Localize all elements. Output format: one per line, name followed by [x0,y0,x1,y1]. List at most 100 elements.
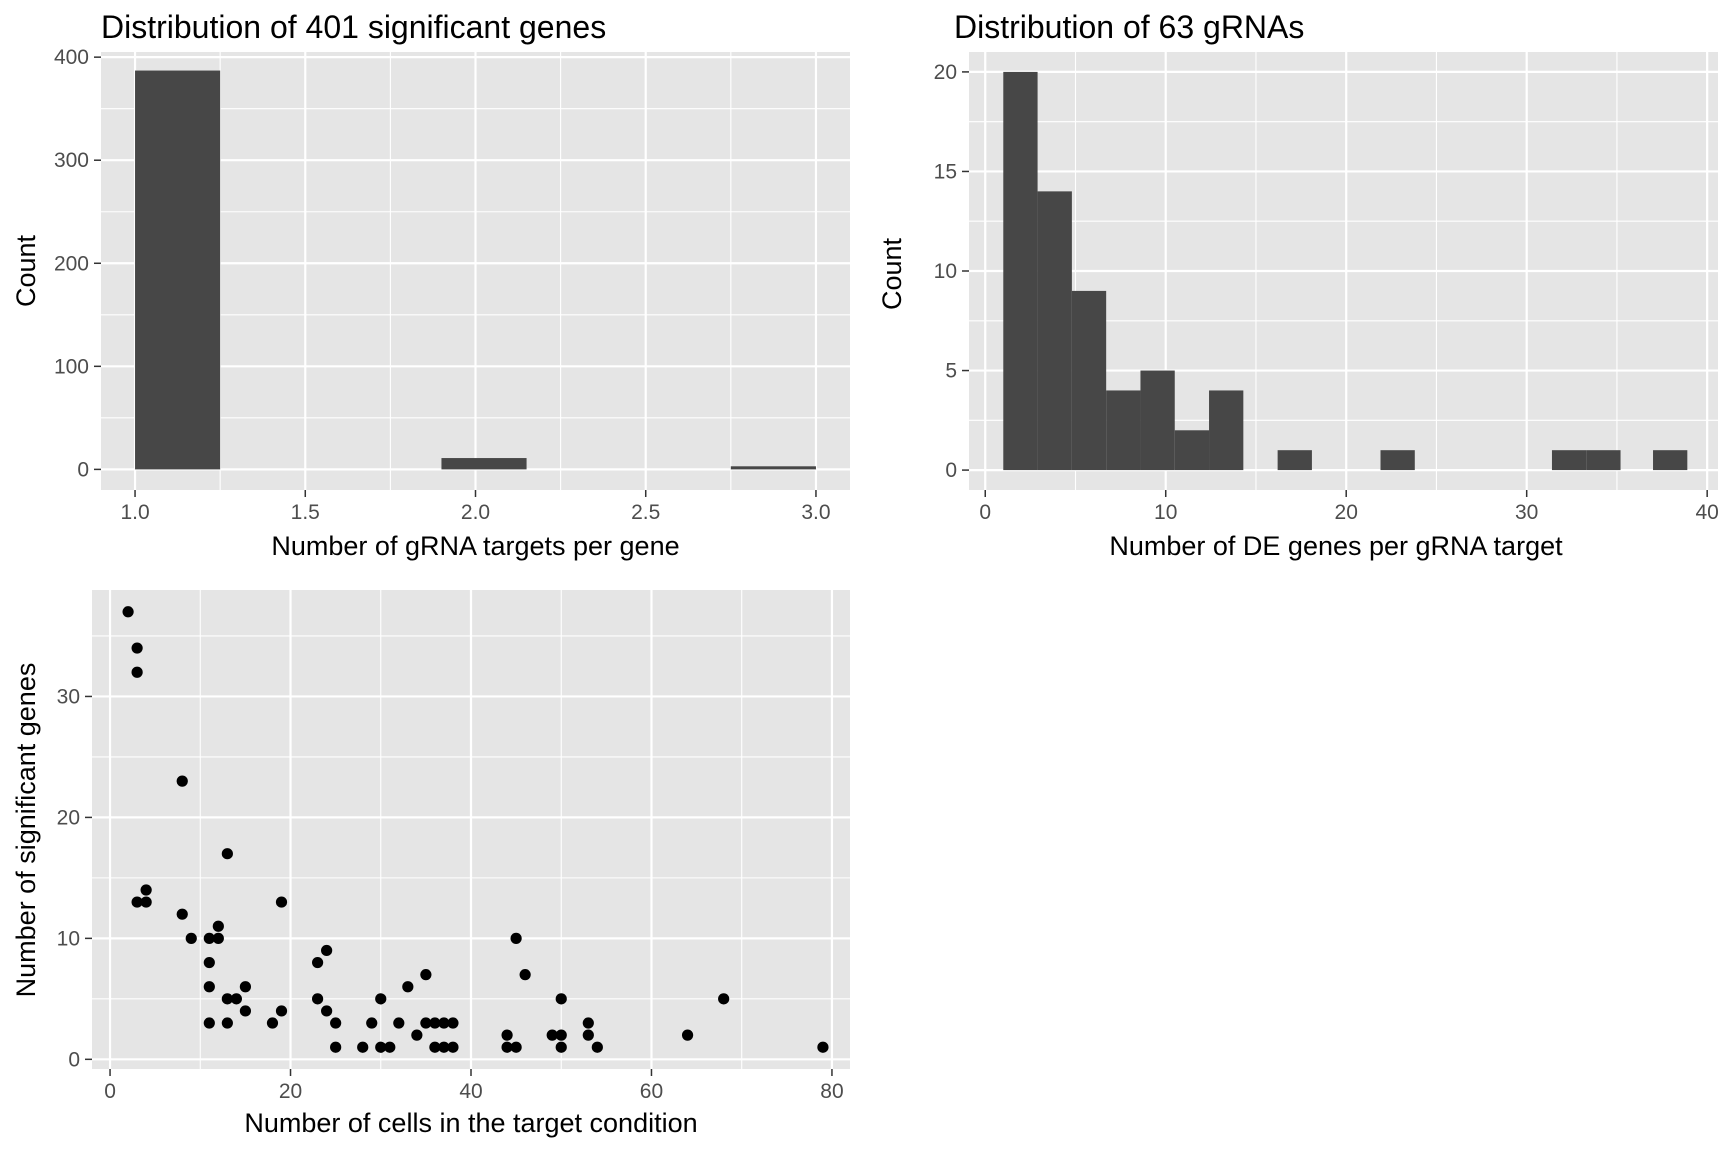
y-tick-label: 0 [77,458,89,481]
x-tick-label: 20 [279,1080,302,1103]
histogram-bar [1174,430,1210,471]
scatter-point [221,993,233,1005]
x-tick-label: 1.5 [291,501,320,524]
scatter-point [384,1041,396,1053]
scatter-point [519,969,531,981]
histogram-bar [1380,450,1415,471]
histogram-bar [135,70,221,470]
y-tick-label: 200 [54,252,89,275]
scatter-point [501,1029,513,1041]
y-tick-label: 20 [934,61,957,84]
scatter-point [212,920,224,932]
histogram-bar [1037,191,1072,471]
scatter-point [275,896,288,908]
y-tick-label: 0 [945,459,957,482]
y-tick-label: 30 [57,685,80,708]
histogram-bar [1551,450,1587,471]
scatter-point [122,606,134,618]
x-tick-label: 1.0 [120,501,149,524]
axis-ticks [94,56,817,497]
scatter-point [176,775,188,787]
scatter-point [203,956,215,969]
axis-tick-labels: 0 20 40 60 80 0 10 20 30 [57,685,844,1103]
scatter-point [221,848,233,860]
scatter-point [311,956,324,969]
scatter-point [420,969,432,981]
y-axis-label: Count [877,237,907,310]
scatter-point [510,1041,522,1053]
scatter-point [203,1017,215,1029]
scatter-point [718,993,730,1005]
y-axis-label: Count [11,234,41,307]
y-tick-label: 0 [68,1048,80,1071]
scatter-point [681,1029,694,1041]
scatter-point [438,1017,450,1029]
scatter-point [140,896,152,908]
scatter-point [357,1041,369,1053]
x-axis-label: Number of DE genes per gRNA target [1109,531,1563,561]
y-tick-label: 300 [54,149,89,172]
histogram-bar [1071,290,1107,471]
scatter-point [546,1029,558,1041]
y-tick-label: 400 [54,46,89,69]
gridlines [92,590,850,1069]
scatter-point [366,1017,378,1029]
scatter-point [230,993,242,1005]
scatter-point [447,1017,459,1029]
scatter-point [321,944,333,957]
scatter-point [321,1005,333,1017]
y-axis-label: Number of significant genes [11,663,41,998]
x-tick-label: 40 [459,1080,482,1103]
y-tick-label: 10 [57,927,80,950]
scatter-point [555,993,567,1005]
scatter-point [185,932,197,944]
histogram-bars [135,70,816,470]
scatter-point [203,932,215,944]
y-tick-label: 20 [57,806,80,829]
scatter-point [131,666,143,678]
x-tick-label: 10 [1154,501,1177,524]
histogram-bar [441,458,527,470]
y-tick-label: 15 [934,160,957,183]
x-tick-label: 0 [104,1080,116,1103]
scatter-point [393,1017,405,1029]
scatter-point [375,993,387,1005]
scatter-point [239,1005,252,1017]
y-tick-label: 100 [54,355,89,378]
scatter-point [176,908,188,920]
panel-cells-vs-genes: 0 20 40 60 80 0 10 20 30 Number of cells in the … [11,590,850,1138]
y-tick-label: 10 [934,260,957,283]
x-axis-label: Number of gRNA targets per gene [271,531,679,561]
scatter-point [221,1017,233,1029]
scatter-point [420,1017,432,1029]
scatter-point [266,1017,279,1029]
x-tick-label: 30 [1515,501,1538,524]
scatter-point [429,1041,441,1053]
scatter-point [817,1041,829,1053]
scatter-point [239,981,252,993]
y-tick-label: 5 [945,360,957,383]
scatter-point [582,1029,594,1041]
scatter-point [131,896,143,908]
scatter-point [582,1017,594,1029]
scatter-point [555,1029,567,1041]
scatter-point [375,1041,387,1053]
panel-targets-per-gene: 1.0 1.5 2.0 2.5 3.0 0 100 200 300 400 Distributio… [11,9,850,561]
scatter-point [510,932,522,944]
axis-ticks [962,71,1708,497]
x-tick-label: 2.0 [461,501,490,524]
axis-tick-labels: 0 10 20 30 40 0 5 10 15 20 [934,61,1719,524]
gridlines [969,52,1718,490]
x-tick-label: 40 [1695,501,1718,524]
histogram-bar [1140,370,1175,471]
histogram-bar [1003,71,1038,471]
scatter-point [212,932,224,944]
panel-de-genes-per-grna: 0 10 20 30 40 0 5 10 15 20 Distribution of 63 gRN… [877,9,1719,561]
scatter-point [402,981,414,993]
axis-tick-labels: 1.0 1.5 2.0 2.5 3.0 0 100 200 300 400 [54,46,831,524]
scatter-point [311,993,324,1005]
scatter-point [555,1041,567,1053]
scatter-point [330,1017,342,1029]
histogram-bar [1209,390,1244,471]
